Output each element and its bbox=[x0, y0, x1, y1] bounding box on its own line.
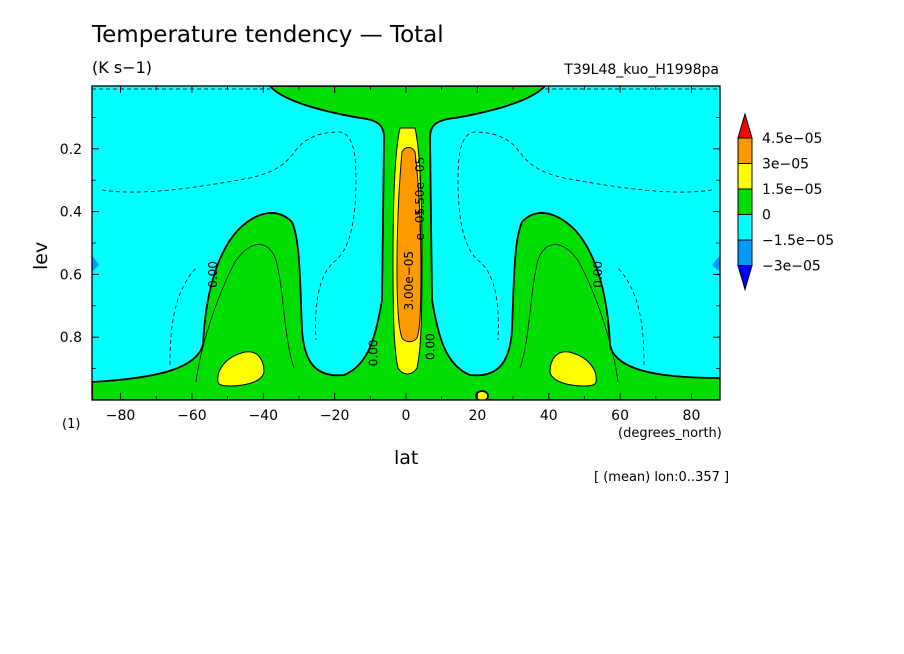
region-positive-3-equator bbox=[396, 147, 422, 343]
x-tick-label: −20 bbox=[320, 408, 350, 424]
x-axis-units: (degrees_north) bbox=[618, 426, 722, 441]
colorbar-segment bbox=[737, 188, 753, 215]
region-positive-2-north bbox=[549, 351, 597, 387]
colorbar-label: −1.5e−05 bbox=[762, 233, 834, 249]
x-tick-label: 40 bbox=[540, 408, 558, 424]
contour-neg-left-2 bbox=[169, 267, 197, 366]
footnote: [ (mean) lon:0..357 ] bbox=[594, 470, 730, 485]
x-tick-label: 0 bbox=[402, 408, 411, 424]
colorbar: 4.5e−05 3e−05 1.5e−05 0 −1.5e−05 −3e−05 bbox=[737, 112, 834, 292]
x-axis-label: lat bbox=[394, 447, 419, 469]
contour-label: e−05 bbox=[413, 208, 427, 241]
colorbar-max-triangle bbox=[737, 112, 753, 139]
x-tick-label: −40 bbox=[248, 408, 278, 424]
units-label: (K s−1) bbox=[92, 58, 152, 77]
colorbar-min-triangle bbox=[737, 265, 753, 292]
y-tick-label: 0.2 bbox=[60, 142, 82, 158]
x-tick-label: 60 bbox=[611, 408, 629, 424]
colorbar-label: 1.5e−05 bbox=[762, 182, 822, 198]
contour-label: 0.00 bbox=[366, 340, 380, 367]
contour-label: 0.00 bbox=[591, 261, 605, 288]
contour-label: 3.00e−05 bbox=[402, 251, 416, 310]
y-tick-label: 0.4 bbox=[60, 205, 82, 221]
contour-neg-right bbox=[457, 131, 713, 341]
run-id-label: T39L48_kuo_H1998pa bbox=[564, 62, 719, 78]
chart-title: Temperature tendency — Total bbox=[92, 22, 444, 48]
x-tick-label: 80 bbox=[683, 408, 701, 424]
contour-pos-inner-right bbox=[519, 244, 619, 383]
region-negative-2-left bbox=[92, 255, 99, 272]
y-level-note: (1) bbox=[62, 417, 81, 432]
y-tick-label: 0.8 bbox=[60, 330, 82, 346]
colorbar-segment bbox=[737, 239, 753, 266]
contour-neg-left bbox=[101, 131, 357, 341]
contour-label: 1.50e−05 bbox=[413, 157, 427, 216]
contour-label: 0.00 bbox=[206, 261, 220, 288]
contour-label: 0.00 bbox=[424, 333, 438, 360]
contour-labels: 0.00 0.00 0.00 0.00 3.00e−05 1.50e−05e−05 bbox=[206, 157, 605, 366]
colorbar-segment bbox=[737, 214, 753, 241]
plot-area: 0.00 0.00 0.00 0.00 3.00e−05 1.50e−05e−05 bbox=[92, 86, 720, 400]
colorbar-segment bbox=[737, 137, 753, 164]
x-tick-label: −60 bbox=[177, 408, 207, 424]
region-bump-20n bbox=[475, 390, 489, 400]
colorbar-label: 4.5e−05 bbox=[762, 131, 822, 147]
colorbar-label: 3e−05 bbox=[762, 157, 809, 173]
colorbar-segment bbox=[737, 163, 753, 190]
region-positive-2-south bbox=[217, 351, 265, 387]
contour-pos-inner-left bbox=[195, 244, 295, 383]
y-tick-label: 0.6 bbox=[60, 267, 82, 283]
x-tick-label: −80 bbox=[106, 408, 136, 424]
colorbar-label: −3e−05 bbox=[762, 259, 821, 275]
x-axis: −80 −60 −40 −20 0 20 40 60 80 bbox=[106, 86, 701, 424]
contour-neg-right-2 bbox=[617, 267, 645, 366]
region-negative-2-right bbox=[712, 255, 720, 272]
y-axis: 0.2 0.4 0.6 0.8 bbox=[60, 117, 720, 370]
colorbar-label: 0 bbox=[762, 208, 771, 224]
x-tick-label: 20 bbox=[468, 408, 486, 424]
